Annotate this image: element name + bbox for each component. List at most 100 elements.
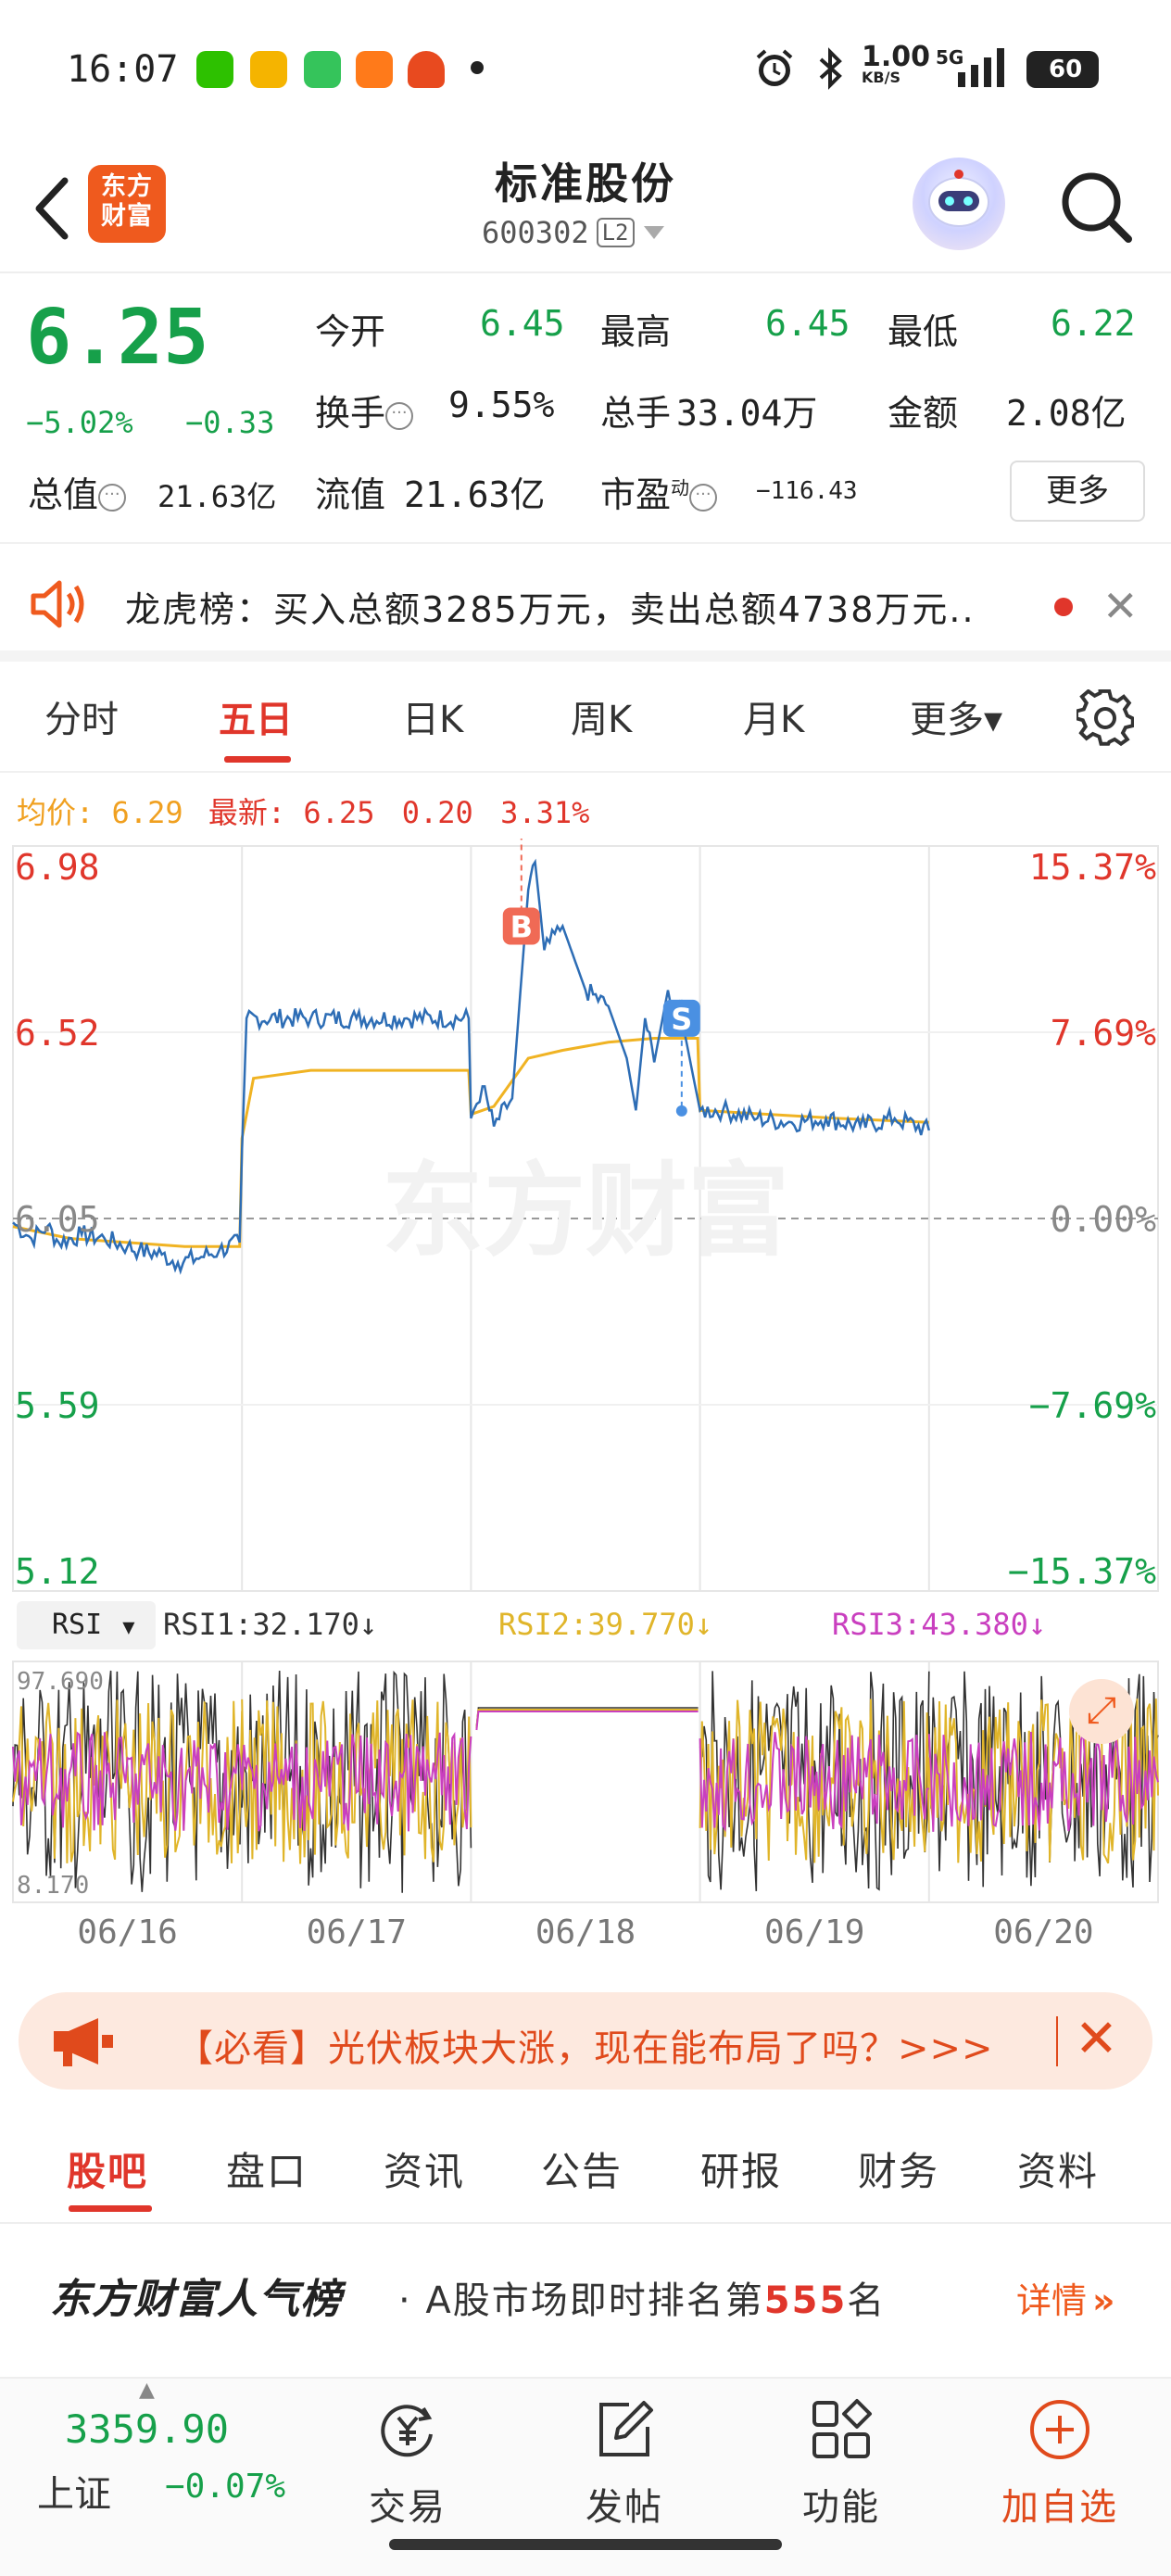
y-left-tick: 6.98 [15,847,100,888]
float-cap-label: 流值 [315,474,386,515]
index-value[interactable]: 3359.90 [65,2406,230,2452]
wechat-icon [196,51,233,88]
x-date-label: 06/20 [993,1913,1093,1951]
tab-monthly-k[interactable]: 月K [743,699,805,741]
more-quote-button[interactable]: 更多 [1010,461,1145,522]
megaphone-icon [54,2018,113,2066]
tab-daily-k[interactable]: 日K [402,699,464,741]
popularity-ranking[interactable]: 东方财富人气榜 · A股市场即时排名第555名 详情» [0,2224,1171,2368]
news-ticker[interactable]: 龙虎榜：买入总额3285万元，卖出总额4738万元.. ✕ [0,546,1171,662]
y-right-tick: −15.37% [1008,1551,1156,1592]
promo-banner[interactable]: 【必看】光伏板块大涨，现在能布局了吗？>>> ✕ [19,1992,1152,2090]
tab-profile[interactable]: 资料 [1017,2149,1100,2194]
index-name[interactable]: 上证 [37,2473,111,2516]
back-arrow-icon[interactable] [26,171,82,246]
price-line [12,858,931,1275]
y-right-tick: −7.69% [1029,1385,1156,1426]
double-chevron-icon: » [1092,2280,1115,2321]
five-day-chart[interactable]: 东方财富 B S 6.98 6.52 6.05 5.59 5.12 15.37% 7.69% 0… [0,839,1171,1960]
active-tab-indicator [224,756,291,763]
tab-pankou[interactable]: 盘口 [226,2149,308,2194]
tab-research[interactable]: 研报 [700,2149,783,2194]
info-dots-icon[interactable]: ··· [385,401,414,430]
info-dots-icon[interactable]: ··· [98,483,127,511]
low-value: 6.22 [1051,303,1136,344]
stock-header: 东方 财富 标准股份 600302 L2 [0,139,1171,273]
market-cap-value: 21.63亿 [157,479,277,514]
home-indicator[interactable] [389,2539,782,2550]
close-icon[interactable]: ✕ [1075,2009,1118,2069]
high-label: 最高 [600,311,672,352]
active-tab-indicator [69,2205,152,2212]
y-left-tick: 5.12 [15,1551,100,1592]
app-logo[interactable]: 东方 财富 [88,165,166,243]
signal-type: 5G [936,46,964,69]
tab-guba[interactable]: 股吧 [67,2149,149,2194]
buy-marker-label: B [510,909,533,944]
y-left-tick: 5.59 [15,1385,100,1426]
tab-news[interactable]: 资讯 [384,2149,466,2194]
float-cap-value: 21.63亿 [404,474,546,515]
open-label: 今开 [315,311,386,352]
buy-marker [502,907,540,945]
stock-code: 600302 [482,215,589,250]
x-date-label: 06/16 [77,1913,177,1951]
open-value: 6.45 [480,303,565,344]
pe-value: −116.43 [756,477,858,505]
battery-icon: 60 [1026,51,1099,88]
promo-text[interactable]: 【必看】光伏板块大涨，现在能布局了吗？>>> [176,2027,994,2070]
change-percent: −5.02% [26,405,133,440]
unread-dot [1054,598,1073,616]
high-value: 6.45 [765,303,850,344]
assistant-robot-avatar[interactable] [913,158,1005,250]
market-cap-label: 总值 ··· [28,466,127,517]
tab-intraday[interactable]: 分时 [44,699,119,741]
tab-weekly-k[interactable]: 周K [571,699,633,741]
tab-five-day[interactable]: 五日 [219,699,293,741]
chart-period-tabs: 分时 五日 日K 周K 月K 更多▾ [0,662,1171,773]
tab-more[interactable]: 更多▾ [910,699,1003,741]
tab-finance[interactable]: 财务 [858,2149,940,2194]
bluetooth-icon [819,47,842,90]
speaker-icon [31,580,84,628]
info-dots-icon[interactable]: ··· [689,483,718,511]
y-right-tick: 7.69% [1051,1013,1157,1054]
search-icon[interactable] [1056,167,1136,246]
low-label: 最低 [888,311,959,352]
details-link[interactable]: 详情» [1016,2280,1115,2321]
nav-functions[interactable]: 功能 [776,2397,906,2531]
signal-icon [958,48,1004,87]
stock-name: 标准股份 [495,158,676,208]
amount-value: 2.08亿 [1006,393,1127,434]
dropdown-triangle-icon [643,226,664,239]
yen-cycle-icon [381,2405,433,2457]
current-price: 6.25 [26,294,209,382]
rsi-max-label: 97.690 [17,1668,104,1696]
edit-icon [599,2401,653,2456]
nav-trade[interactable]: 交易 [343,2397,472,2531]
indicator-selector[interactable]: RSI ▼ [17,1601,156,1649]
rsi1-value: RSI1:32.170↓ [163,1607,378,1642]
close-icon[interactable]: ✕ [1102,581,1139,631]
stock-code-selector[interactable]: 600302 L2 [482,215,666,250]
weibo-icon [250,51,287,88]
nav-post[interactable]: 发帖 [560,2397,689,2531]
message-icon [304,51,341,88]
rsi-min-label: 8.170 [17,1872,90,1900]
tab-announcements[interactable]: 公告 [541,2149,623,2194]
alarm-icon [756,49,793,86]
x-date-label: 06/17 [307,1913,407,1951]
news-text[interactable]: 龙虎榜：买入总额3285万元，卖出总额4738万元.. [125,589,976,630]
expand-chart-icon[interactable]: ⤢ [1069,1679,1134,1744]
shopping-icon [356,51,393,88]
caret-up-icon: ▲ [139,2379,155,2402]
turnover-label: 换手 ··· [315,385,414,436]
gear-icon[interactable] [1077,689,1134,747]
x-date-label: 06/19 [764,1913,864,1951]
level2-badge: L2 [596,218,635,247]
nav-add-watchlist[interactable]: 加自选 [995,2397,1125,2531]
volume-label: 总手 [600,393,672,434]
rsi2-value: RSI2:39.770↓ [498,1607,713,1642]
add-circle-icon [1030,2400,1089,2459]
x-date-label: 06/18 [535,1913,636,1951]
